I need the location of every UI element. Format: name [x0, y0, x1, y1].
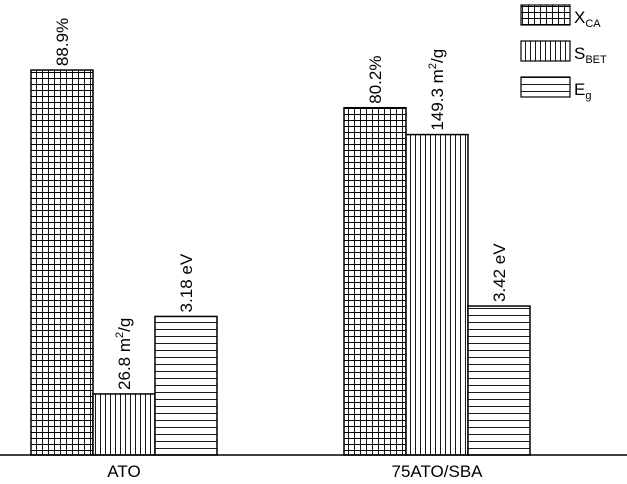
legend-item-3: Eg: [520, 76, 591, 102]
legend: XCA SBET Eg: [520, 4, 607, 102]
legend-subscript: g: [585, 90, 591, 102]
value-label-superscript: 2: [114, 332, 126, 338]
legend-swatch: [520, 4, 571, 26]
value-label-superscript: 2: [427, 63, 439, 69]
bar-2-2: [405, 133, 469, 456]
value-label-2-1: 80.2%: [366, 56, 385, 104]
bar-2-3: [467, 305, 531, 456]
legend-item-1: XCA: [520, 4, 601, 30]
value-label-main: 149.3 m: [428, 69, 447, 130]
value-label-main: 3.18 eV: [177, 253, 196, 312]
value-label-2-2: 149.3 m2/g: [427, 49, 447, 131]
legend-name: S: [574, 44, 585, 63]
category-labels-layer: ATO 75ATO/SBA: [107, 462, 483, 481]
category-label-1: ATO: [107, 462, 140, 481]
value-label-1-1: 88.9%: [53, 18, 72, 66]
legend-name: X: [574, 8, 585, 27]
legend-label: XCA: [574, 8, 601, 30]
legend-swatch: [520, 76, 571, 98]
category-label-2: 75ATO/SBA: [391, 462, 483, 481]
legend-subscript: BET: [585, 54, 607, 66]
value-label-main: 3.42 eV: [490, 243, 509, 302]
value-label-unit: /g: [428, 49, 447, 63]
value-label-unit: /g: [115, 318, 134, 332]
legend-item-2: SBET: [520, 40, 607, 66]
bar-2-1: [343, 106, 407, 456]
bar-1-1: [30, 69, 94, 456]
value-label-main: 88.9%: [53, 18, 72, 66]
legend-name: E: [574, 80, 585, 99]
value-label-main: 26.8 m: [115, 338, 134, 390]
value-label-1-2: 26.8 m2/g: [114, 318, 134, 390]
bars-layer: [30, 69, 531, 456]
legend-subscript: CA: [585, 18, 601, 30]
legend-swatch: [520, 40, 571, 62]
bar-1-2: [92, 393, 156, 456]
legend-label: SBET: [574, 44, 607, 66]
bar-1-3: [154, 315, 218, 456]
legend-label: Eg: [574, 80, 591, 102]
value-label-main: 80.2%: [366, 56, 385, 104]
value-label-2-3: 3.42 eV: [490, 243, 509, 302]
value-label-1-3: 3.18 eV: [177, 253, 196, 312]
